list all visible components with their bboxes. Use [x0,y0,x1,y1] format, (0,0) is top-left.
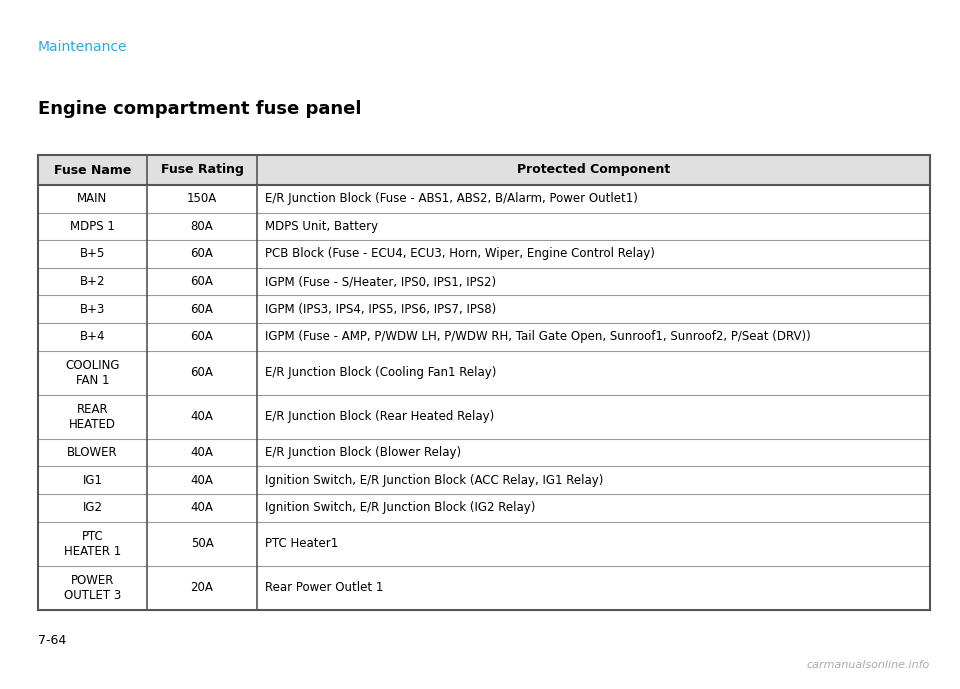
Text: MDPS Unit, Battery: MDPS Unit, Battery [265,220,378,233]
Text: 80A: 80A [191,220,213,233]
Text: 60A: 60A [191,275,213,288]
Text: 7-64: 7-64 [38,634,66,647]
Text: Rear Power Outlet 1: Rear Power Outlet 1 [265,582,383,595]
Text: carmanualsonline.info: carmanualsonline.info [806,660,930,670]
Text: Fuse Name: Fuse Name [54,163,132,176]
Text: 50A: 50A [191,537,213,551]
Text: PTC Heater1: PTC Heater1 [265,537,338,551]
Text: BLOWER: BLOWER [67,446,118,459]
Text: IGPM (Fuse - AMP, P/WDW LH, P/WDW RH, Tail Gate Open, Sunroof1, Sunroof2, P/Seat: IGPM (Fuse - AMP, P/WDW LH, P/WDW RH, Ta… [265,330,811,343]
Text: MAIN: MAIN [78,192,108,205]
Text: 150A: 150A [187,192,217,205]
Text: Protected Component: Protected Component [516,163,670,176]
Text: Ignition Switch, E/R Junction Block (ACC Relay, IG1 Relay): Ignition Switch, E/R Junction Block (ACC… [265,474,604,487]
Text: E/R Junction Block (Cooling Fan1 Relay): E/R Junction Block (Cooling Fan1 Relay) [265,366,496,379]
Text: 60A: 60A [191,366,213,379]
Text: 60A: 60A [191,302,213,316]
Text: Engine compartment fuse panel: Engine compartment fuse panel [38,100,362,118]
Text: POWER
OUTLET 3: POWER OUTLET 3 [64,574,121,602]
Text: IG2: IG2 [83,502,103,515]
Text: E/R Junction Block (Fuse - ABS1, ABS2, B/Alarm, Power Outlet1): E/R Junction Block (Fuse - ABS1, ABS2, B… [265,192,637,205]
Text: E/R Junction Block (Blower Relay): E/R Junction Block (Blower Relay) [265,446,461,459]
Text: 60A: 60A [191,247,213,260]
Text: B+2: B+2 [80,275,106,288]
Text: COOLING
FAN 1: COOLING FAN 1 [65,359,120,387]
Text: MDPS 1: MDPS 1 [70,220,115,233]
Text: 40A: 40A [191,411,213,423]
Text: IG1: IG1 [83,474,103,487]
Text: IGPM (Fuse - S/Heater, IPS0, IPS1, IPS2): IGPM (Fuse - S/Heater, IPS0, IPS1, IPS2) [265,275,496,288]
Text: PTC
HEATER 1: PTC HEATER 1 [64,530,121,558]
Text: B+4: B+4 [80,330,106,343]
Text: Fuse Rating: Fuse Rating [160,163,244,176]
Text: Ignition Switch, E/R Junction Block (IG2 Relay): Ignition Switch, E/R Junction Block (IG2… [265,502,536,515]
Text: 40A: 40A [191,474,213,487]
Text: PCB Block (Fuse - ECU4, ECU3, Horn, Wiper, Engine Control Relay): PCB Block (Fuse - ECU4, ECU3, Horn, Wipe… [265,247,655,260]
Text: REAR
HEATED: REAR HEATED [69,403,116,431]
Text: 20A: 20A [191,582,213,595]
Text: Maintenance: Maintenance [38,40,128,54]
Text: B+3: B+3 [80,302,106,316]
Text: 60A: 60A [191,330,213,343]
Text: 40A: 40A [191,502,213,515]
Text: E/R Junction Block (Rear Heated Relay): E/R Junction Block (Rear Heated Relay) [265,411,494,423]
Text: 40A: 40A [191,446,213,459]
Text: B+5: B+5 [80,247,106,260]
Text: IGPM (IPS3, IPS4, IPS5, IPS6, IPS7, IPS8): IGPM (IPS3, IPS4, IPS5, IPS6, IPS7, IPS8… [265,302,496,316]
